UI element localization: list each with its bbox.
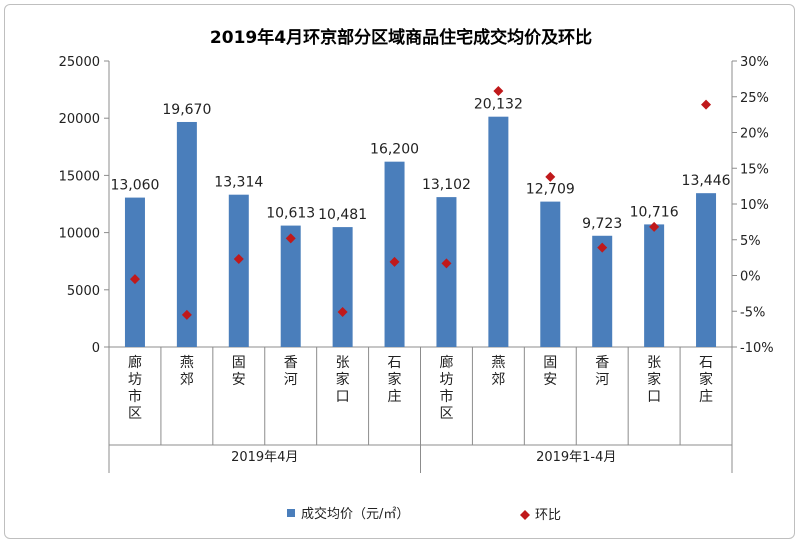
y-left-tick-label: 15000 (59, 169, 100, 184)
bar (436, 197, 457, 347)
ratio-marker (285, 233, 296, 244)
y-right-tick-label: 5% (740, 234, 761, 249)
y-right-tick-label: 20% (740, 127, 769, 142)
ratio-marker (545, 171, 556, 182)
ratio-marker (493, 86, 504, 97)
category-label-char: 家 (388, 371, 402, 388)
ratio-marker (701, 99, 712, 110)
chart-svg: 2019年4月环京部分区域商品住宅成交均价及环比 0 5000 10000 15000… (59, 27, 774, 523)
category-label-char: 坊 (128, 372, 142, 388)
ratio-marker (337, 306, 348, 317)
category-label-char: 郊 (180, 371, 194, 388)
category-label-char: 市 (128, 388, 142, 405)
category-label-char: 安 (232, 372, 246, 388)
bar (176, 121, 197, 348)
category-label-char: 口 (336, 389, 350, 405)
bar-value-label: 13,446 (682, 173, 731, 189)
y-right-tick-label: 0% (740, 270, 761, 285)
category-label-char: 家 (699, 371, 713, 388)
bar-value-label: 13,060 (110, 178, 159, 194)
category-label-char: 张 (336, 355, 350, 371)
category-label-char: 香 (284, 355, 298, 371)
bar (228, 194, 249, 347)
y-left-tick-label: 5000 (67, 284, 100, 299)
category-label-char: 安 (543, 372, 557, 388)
category-label-char: 固 (543, 355, 557, 371)
category-label-char: 口 (647, 389, 661, 405)
y-right-tick-label: 15% (740, 162, 769, 177)
category-label-char: 石 (699, 355, 713, 371)
chart-frame: 2019年4月环京部分区域商品住宅成交均价及环比 0 5000 10000 15000… (4, 4, 795, 539)
category-label-char: 家 (336, 371, 350, 388)
category-label-char: 郊 (491, 371, 505, 388)
legend-marker-label: 环比 (535, 508, 561, 523)
category-label-char: 区 (128, 406, 142, 422)
bar (384, 161, 405, 347)
category-label-char: 庄 (699, 388, 713, 405)
ratio-marker (129, 274, 140, 285)
bar-value-label: 12,709 (526, 182, 575, 198)
y-right-tick-label: 30% (740, 55, 769, 70)
category-label-char: 石 (388, 355, 402, 371)
bar-value-label: 9,723 (582, 216, 622, 232)
bar (644, 224, 665, 347)
category-label-char: 区 (439, 406, 453, 422)
y-right-tick-label: -5% (740, 305, 765, 320)
bar-value-label: 13,102 (422, 177, 471, 193)
category-label-char: 河 (284, 372, 298, 388)
y-right-tick-label: 25% (740, 91, 769, 106)
category-label-char: 廊 (128, 354, 142, 371)
y-left-tick-label: 0 (92, 341, 100, 356)
bar-value-label: 16,200 (370, 142, 419, 158)
bar (280, 225, 301, 347)
category-label-char: 坊 (439, 372, 453, 388)
ratio-marker (597, 242, 608, 253)
bar (488, 116, 509, 348)
chart-title: 2019年4月环京部分区域商品住宅成交均价及环比 (210, 27, 592, 48)
bar-value-label: 19,670 (162, 102, 211, 118)
ratio-marker (233, 254, 244, 265)
category-label-char: 香 (595, 355, 609, 371)
ratio-marker (441, 258, 452, 269)
category-label-char: 家 (647, 371, 661, 388)
bar-value-label: 10,481 (318, 207, 367, 223)
y-right-tick-label: -10% (740, 341, 774, 356)
bar (696, 193, 717, 347)
category-label-char: 庄 (388, 388, 402, 405)
bar-value-label: 10,613 (266, 206, 315, 222)
y-left-tick-label: 20000 (59, 112, 100, 127)
bar-value-label: 20,132 (474, 97, 523, 113)
group-label: 2019年4月 (231, 450, 298, 465)
bar (592, 235, 613, 347)
category-label-char: 市 (439, 388, 453, 405)
legend-marker-swatch (520, 510, 530, 520)
bar (332, 227, 353, 347)
ratio-marker (649, 221, 660, 232)
bar-value-label: 13,314 (214, 175, 263, 191)
category-label-char: 固 (232, 355, 246, 371)
bar-value-label: 10,716 (630, 204, 679, 220)
y-right-tick-label: 10% (740, 198, 769, 213)
ratio-marker (181, 309, 192, 320)
category-label-char: 燕 (180, 355, 194, 371)
plot-area: 0 5000 10000 15000 20000 25000 -10% -5% 0% 5% 10% 1… (59, 55, 774, 523)
group-label: 2019年1-4月 (536, 450, 616, 465)
category-label-char: 廊 (439, 354, 453, 371)
category-label-char: 河 (595, 372, 609, 388)
legend-bar-label: 成交均价（元/㎡） (301, 506, 409, 522)
category-label-char: 张 (647, 355, 661, 371)
bar (540, 201, 561, 347)
legend-bar-swatch (287, 509, 295, 517)
ratio-marker (389, 256, 400, 267)
category-label-char: 燕 (491, 355, 505, 371)
y-left-tick-label: 10000 (59, 227, 100, 242)
y-left-tick-label: 25000 (59, 55, 100, 70)
bar (124, 197, 145, 347)
